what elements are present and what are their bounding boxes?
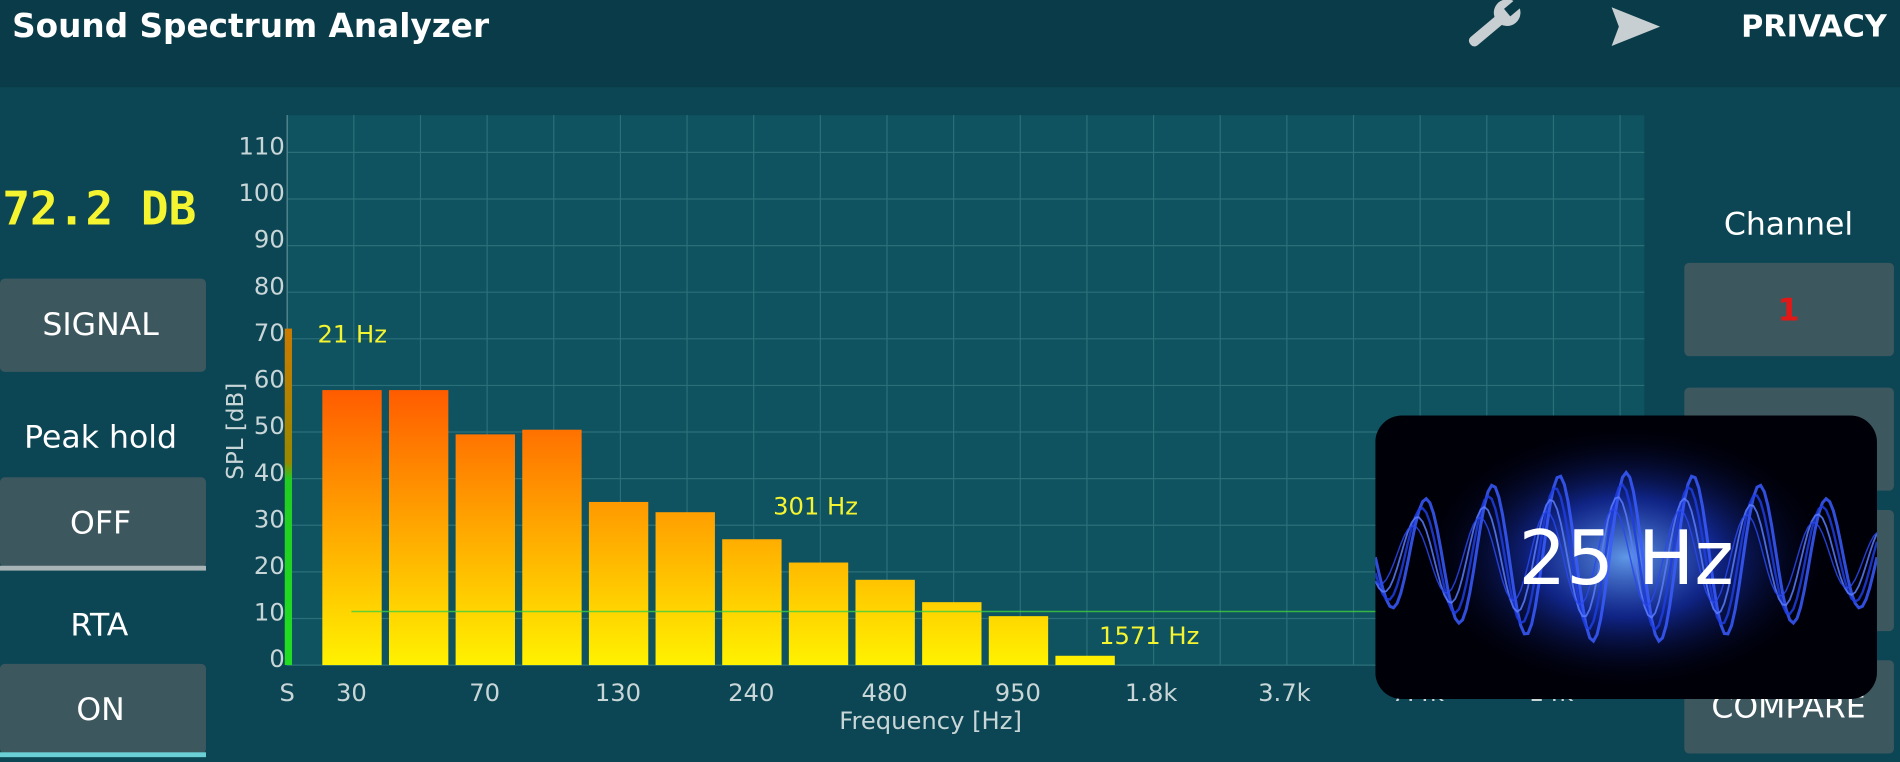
signal-level-bar: [284, 328, 293, 666]
y-tick-label: 20: [254, 552, 285, 580]
y-tick-label: 10: [254, 599, 285, 627]
bar: [855, 579, 915, 666]
bar: [788, 562, 849, 666]
x-tick-label: 480: [861, 679, 907, 707]
y-tick-label: 80: [254, 272, 285, 300]
x-tick-label: 1.8k: [1125, 679, 1178, 707]
sine-wave: [1375, 508, 1877, 607]
y-tick-label: 30: [254, 505, 285, 533]
rta-button-label: ON: [76, 692, 124, 728]
x-tick-label: S: [279, 679, 294, 707]
peak-hold-button[interactable]: [0, 477, 206, 567]
sine-waves: [1375, 469, 1877, 644]
peak-annotation: 21 Hz: [317, 321, 386, 349]
peak-hold-label: Peak hold: [24, 420, 177, 456]
x-tick-label: 950: [995, 679, 1041, 707]
x-tick-label: 130: [595, 679, 641, 707]
x-tick-label: 70: [469, 679, 500, 707]
bar: [588, 501, 649, 666]
spectrum-chart: 0 10 20 30 40 50 60 70 80 90 100 110 SPL [dB] Frequen…: [223, 115, 1645, 735]
y-tick-label: 60: [254, 366, 285, 394]
bar: [388, 390, 449, 666]
y-tick-label: 40: [254, 459, 285, 487]
bar: [1055, 655, 1115, 666]
share-icon[interactable]: [1611, 7, 1661, 47]
x-tick-label: 30: [336, 679, 367, 707]
sine-wave: [1375, 496, 1877, 619]
level-display: 72.2 DB: [2, 182, 196, 236]
channel-label: Channel: [1724, 206, 1853, 242]
tone-overlay[interactable]: 25 Hz: [1375, 415, 1877, 700]
channel-button-label: 1: [1778, 292, 1800, 328]
bar: [722, 539, 782, 666]
bar: [655, 512, 715, 666]
x-tick-label: 240: [728, 679, 774, 707]
signal-button[interactable]: [0, 278, 206, 372]
signal-button-label: SIGNAL: [42, 307, 159, 343]
peak-annotation: 1571 Hz: [1099, 622, 1199, 650]
peak-annotation: 301 Hz: [773, 493, 858, 521]
app-title: Sound Spectrum Analyzer: [12, 7, 490, 45]
bar: [522, 429, 582, 666]
button-indicator: [0, 565, 206, 571]
app-bar: [0, 0, 1900, 88]
y-tick-label: 70: [254, 319, 285, 347]
peak-hold-button-label: OFF: [70, 506, 131, 542]
bar: [922, 602, 982, 666]
overlay-frequency: 25 Hz: [1518, 514, 1733, 602]
y-tick-label: 100: [239, 179, 285, 207]
rta-label: RTA: [70, 607, 128, 643]
overlay-glow: [1420, 424, 1833, 691]
privacy-button[interactable]: PRIVACY: [1741, 9, 1888, 44]
y-tick-label: 110: [239, 133, 285, 161]
y-tick-label: 0: [269, 645, 284, 673]
rta-button[interactable]: [0, 663, 206, 754]
y-tick-label: 50: [254, 412, 285, 440]
bar: [988, 616, 1049, 666]
y-tick-label: 90: [254, 226, 285, 254]
bar: [322, 390, 382, 666]
x-tick-label: 3.7k: [1258, 679, 1311, 707]
bar: [455, 434, 515, 666]
sine-wave: [1375, 469, 1877, 644]
settings-icon[interactable]: [1461, 0, 1528, 54]
x-axis-label: Frequency [Hz]: [839, 707, 1022, 735]
sine-wave: [1375, 482, 1877, 632]
button-indicator: [0, 752, 206, 758]
y-axis-label: SPL [dB]: [223, 383, 249, 480]
channel-button[interactable]: [1684, 262, 1894, 357]
